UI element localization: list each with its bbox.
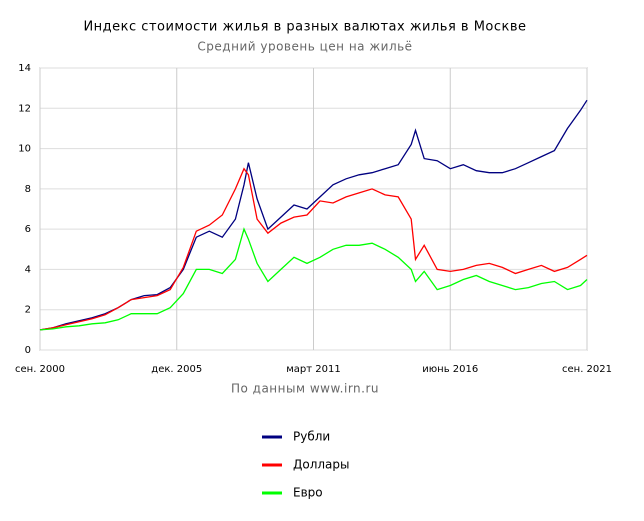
series-line	[39, 227, 588, 331]
x-tick-label: июнь 2016	[422, 364, 478, 375]
y-tick-label: 14	[18, 63, 31, 74]
legend-label: Рубли	[293, 430, 330, 444]
x-tick-label: март 2011	[286, 364, 340, 375]
chart-title: Индекс стоимости жилья в разных валютах …	[83, 20, 526, 35]
legend-label: Евро	[293, 486, 323, 500]
x-tick-label: сен. 2021	[562, 364, 612, 375]
y-tick-label: 8	[25, 184, 31, 195]
y-tick-label: 2	[25, 305, 31, 316]
y-tick-label: 10	[18, 144, 31, 155]
y-tick-label: 6	[25, 224, 31, 235]
series-line	[39, 167, 588, 331]
source-note: По данным www.irn.ru	[231, 382, 379, 396]
x-tick-label: сен. 2000	[15, 364, 65, 375]
chart-subtitle: Средний уровень цен на жильё	[197, 40, 412, 54]
legend-label: Доллары	[293, 458, 350, 472]
y-tick-label: 0	[25, 345, 31, 356]
x-tick-label: дек. 2005	[151, 364, 202, 375]
y-tick-label: 4	[25, 264, 31, 275]
y-tick-label: 12	[18, 103, 31, 114]
series-line	[39, 99, 588, 331]
